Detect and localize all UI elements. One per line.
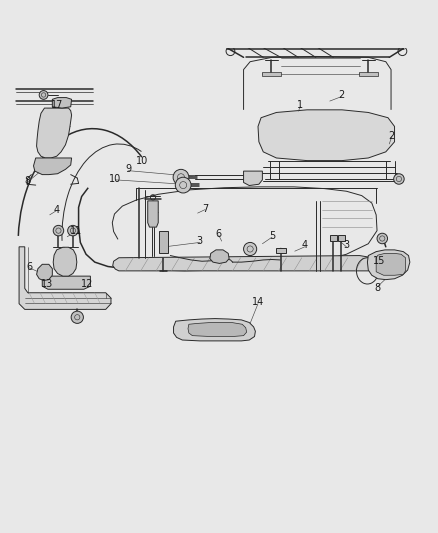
Polygon shape — [113, 255, 376, 271]
Text: 5: 5 — [268, 231, 275, 241]
Polygon shape — [19, 247, 111, 309]
Circle shape — [393, 174, 403, 184]
Text: 10: 10 — [109, 174, 121, 184]
Polygon shape — [36, 264, 52, 280]
Polygon shape — [329, 235, 336, 241]
Polygon shape — [375, 253, 405, 275]
Polygon shape — [53, 247, 77, 276]
Text: 8: 8 — [374, 282, 380, 293]
Polygon shape — [209, 250, 229, 263]
Text: 2: 2 — [337, 90, 343, 100]
Text: 14: 14 — [251, 297, 264, 308]
Text: 15: 15 — [372, 256, 385, 266]
Text: 3: 3 — [343, 240, 349, 251]
Text: 1: 1 — [297, 100, 303, 110]
Text: 6: 6 — [215, 229, 221, 239]
Text: 12: 12 — [81, 279, 93, 289]
Polygon shape — [258, 110, 394, 160]
Text: 11: 11 — [70, 225, 82, 236]
Polygon shape — [173, 319, 255, 341]
Text: 6: 6 — [26, 262, 32, 272]
Circle shape — [53, 225, 64, 236]
Polygon shape — [159, 231, 167, 253]
Polygon shape — [187, 322, 246, 336]
Polygon shape — [243, 171, 262, 185]
Polygon shape — [52, 98, 71, 108]
Circle shape — [39, 91, 48, 99]
Text: 4: 4 — [53, 205, 60, 215]
Text: 2: 2 — [388, 131, 394, 141]
Text: 8: 8 — [24, 176, 30, 186]
Text: 9: 9 — [125, 164, 131, 174]
Circle shape — [57, 254, 73, 270]
Polygon shape — [148, 201, 158, 227]
Circle shape — [243, 243, 256, 255]
Text: 10: 10 — [135, 156, 148, 166]
Text: 13: 13 — [40, 279, 53, 289]
Text: 17: 17 — [50, 100, 63, 110]
Bar — [358, 72, 377, 76]
Polygon shape — [42, 276, 90, 289]
Circle shape — [67, 225, 78, 236]
Circle shape — [376, 233, 387, 244]
Polygon shape — [36, 108, 71, 158]
Circle shape — [173, 169, 188, 185]
Text: 3: 3 — [196, 236, 202, 246]
Text: 4: 4 — [301, 240, 307, 251]
Bar — [261, 72, 280, 76]
Circle shape — [175, 177, 191, 193]
Polygon shape — [275, 248, 286, 253]
Text: 7: 7 — [202, 204, 208, 214]
Circle shape — [71, 311, 83, 324]
Polygon shape — [33, 158, 71, 175]
Polygon shape — [337, 235, 344, 241]
Polygon shape — [367, 250, 409, 280]
